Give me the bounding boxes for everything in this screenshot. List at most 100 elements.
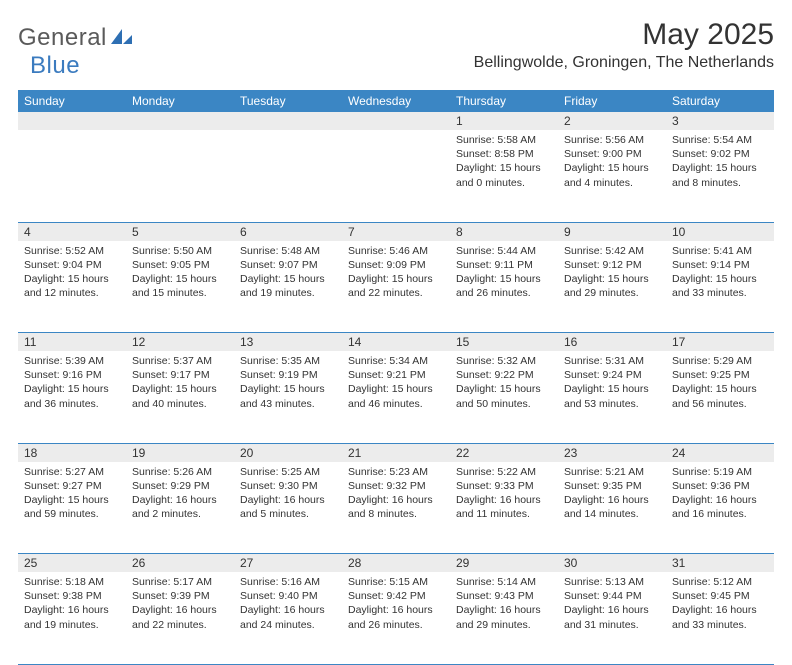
sunset-line: Sunset: 9:14 PM bbox=[672, 258, 768, 272]
daynum-row: 45678910 bbox=[18, 222, 774, 241]
day-cell: Sunrise: 5:35 AMSunset: 9:19 PMDaylight:… bbox=[234, 351, 342, 443]
sunrise-line: Sunrise: 5:29 AM bbox=[672, 354, 768, 368]
weekday-header: Wednesday bbox=[342, 90, 450, 112]
day-number: 19 bbox=[126, 443, 234, 462]
day-number: 27 bbox=[234, 554, 342, 573]
daylight-line: Daylight: 16 hours and 29 minutes. bbox=[456, 603, 552, 631]
sunrise-line: Sunrise: 5:37 AM bbox=[132, 354, 228, 368]
daylight-line: Daylight: 15 hours and 22 minutes. bbox=[348, 272, 444, 300]
day-cell: Sunrise: 5:34 AMSunset: 9:21 PMDaylight:… bbox=[342, 351, 450, 443]
day-number: 2 bbox=[558, 112, 666, 130]
day-number: 24 bbox=[666, 443, 774, 462]
day-cell: Sunrise: 5:31 AMSunset: 9:24 PMDaylight:… bbox=[558, 351, 666, 443]
day-cell: Sunrise: 5:27 AMSunset: 9:27 PMDaylight:… bbox=[18, 462, 126, 554]
sunset-line: Sunset: 9:38 PM bbox=[24, 589, 120, 603]
daylight-line: Daylight: 15 hours and 40 minutes. bbox=[132, 382, 228, 410]
brand-part2: Blue bbox=[30, 52, 80, 79]
day-number: 1 bbox=[450, 112, 558, 130]
day-number: 16 bbox=[558, 333, 666, 352]
sunset-line: Sunset: 9:17 PM bbox=[132, 368, 228, 382]
day-number: 30 bbox=[558, 554, 666, 573]
sunset-line: Sunset: 9:05 PM bbox=[132, 258, 228, 272]
week-row: Sunrise: 5:18 AMSunset: 9:38 PMDaylight:… bbox=[18, 572, 774, 664]
weekday-header: Saturday bbox=[666, 90, 774, 112]
day-cell: Sunrise: 5:58 AMSunset: 8:58 PMDaylight:… bbox=[450, 130, 558, 222]
sunrise-line: Sunrise: 5:12 AM bbox=[672, 575, 768, 589]
daylight-line: Daylight: 16 hours and 22 minutes. bbox=[132, 603, 228, 631]
day-number: 28 bbox=[342, 554, 450, 573]
day-number: 8 bbox=[450, 222, 558, 241]
day-cell: Sunrise: 5:50 AMSunset: 9:05 PMDaylight:… bbox=[126, 241, 234, 333]
day-cell: Sunrise: 5:32 AMSunset: 9:22 PMDaylight:… bbox=[450, 351, 558, 443]
day-cell bbox=[234, 130, 342, 222]
day-cell: Sunrise: 5:14 AMSunset: 9:43 PMDaylight:… bbox=[450, 572, 558, 664]
day-cell bbox=[18, 130, 126, 222]
sunrise-line: Sunrise: 5:21 AM bbox=[564, 465, 660, 479]
sunrise-line: Sunrise: 5:18 AM bbox=[24, 575, 120, 589]
sunset-line: Sunset: 9:45 PM bbox=[672, 589, 768, 603]
sunrise-line: Sunrise: 5:19 AM bbox=[672, 465, 768, 479]
brand-part1: General bbox=[18, 24, 107, 52]
day-number: 29 bbox=[450, 554, 558, 573]
sunrise-line: Sunrise: 5:54 AM bbox=[672, 133, 768, 147]
sunrise-line: Sunrise: 5:41 AM bbox=[672, 244, 768, 258]
weekday-row: Sunday Monday Tuesday Wednesday Thursday… bbox=[18, 90, 774, 112]
day-cell: Sunrise: 5:23 AMSunset: 9:32 PMDaylight:… bbox=[342, 462, 450, 554]
day-cell: Sunrise: 5:17 AMSunset: 9:39 PMDaylight:… bbox=[126, 572, 234, 664]
daylight-line: Daylight: 15 hours and 19 minutes. bbox=[240, 272, 336, 300]
daylight-line: Daylight: 15 hours and 26 minutes. bbox=[456, 272, 552, 300]
daylight-line: Daylight: 16 hours and 31 minutes. bbox=[564, 603, 660, 631]
daylight-line: Daylight: 15 hours and 59 minutes. bbox=[24, 493, 120, 521]
daylight-line: Daylight: 15 hours and 4 minutes. bbox=[564, 161, 660, 189]
daylight-line: Daylight: 15 hours and 53 minutes. bbox=[564, 382, 660, 410]
sunset-line: Sunset: 9:42 PM bbox=[348, 589, 444, 603]
sunrise-line: Sunrise: 5:35 AM bbox=[240, 354, 336, 368]
day-number: 7 bbox=[342, 222, 450, 241]
day-cell: Sunrise: 5:44 AMSunset: 9:11 PMDaylight:… bbox=[450, 241, 558, 333]
sunset-line: Sunset: 9:36 PM bbox=[672, 479, 768, 493]
sunset-line: Sunset: 9:39 PM bbox=[132, 589, 228, 603]
day-number: 20 bbox=[234, 443, 342, 462]
daylight-line: Daylight: 15 hours and 12 minutes. bbox=[24, 272, 120, 300]
calendar-body: 123Sunrise: 5:58 AMSunset: 8:58 PMDaylig… bbox=[18, 112, 774, 664]
daylight-line: Daylight: 16 hours and 19 minutes. bbox=[24, 603, 120, 631]
sunrise-line: Sunrise: 5:52 AM bbox=[24, 244, 120, 258]
day-cell: Sunrise: 5:21 AMSunset: 9:35 PMDaylight:… bbox=[558, 462, 666, 554]
daylight-line: Daylight: 15 hours and 8 minutes. bbox=[672, 161, 768, 189]
daylight-line: Daylight: 15 hours and 36 minutes. bbox=[24, 382, 120, 410]
sunset-line: Sunset: 9:22 PM bbox=[456, 368, 552, 382]
daylight-line: Daylight: 15 hours and 0 minutes. bbox=[456, 161, 552, 189]
sunset-line: Sunset: 9:44 PM bbox=[564, 589, 660, 603]
daylight-line: Daylight: 15 hours and 33 minutes. bbox=[672, 272, 768, 300]
sunrise-line: Sunrise: 5:16 AM bbox=[240, 575, 336, 589]
day-cell: Sunrise: 5:42 AMSunset: 9:12 PMDaylight:… bbox=[558, 241, 666, 333]
weekday-header: Friday bbox=[558, 90, 666, 112]
sunset-line: Sunset: 9:11 PM bbox=[456, 258, 552, 272]
weekday-header: Sunday bbox=[18, 90, 126, 112]
day-cell: Sunrise: 5:12 AMSunset: 9:45 PMDaylight:… bbox=[666, 572, 774, 664]
daylight-line: Daylight: 15 hours and 56 minutes. bbox=[672, 382, 768, 410]
daylight-line: Daylight: 15 hours and 50 minutes. bbox=[456, 382, 552, 410]
daylight-line: Daylight: 15 hours and 15 minutes. bbox=[132, 272, 228, 300]
sunrise-line: Sunrise: 5:13 AM bbox=[564, 575, 660, 589]
sunset-line: Sunset: 9:27 PM bbox=[24, 479, 120, 493]
sunrise-line: Sunrise: 5:26 AM bbox=[132, 465, 228, 479]
day-number: 25 bbox=[18, 554, 126, 573]
sunset-line: Sunset: 9:33 PM bbox=[456, 479, 552, 493]
sunset-line: Sunset: 9:40 PM bbox=[240, 589, 336, 603]
day-cell: Sunrise: 5:56 AMSunset: 9:00 PMDaylight:… bbox=[558, 130, 666, 222]
sunset-line: Sunset: 9:25 PM bbox=[672, 368, 768, 382]
day-cell: Sunrise: 5:19 AMSunset: 9:36 PMDaylight:… bbox=[666, 462, 774, 554]
day-number: 17 bbox=[666, 333, 774, 352]
sunrise-line: Sunrise: 5:17 AM bbox=[132, 575, 228, 589]
calendar-table: Sunday Monday Tuesday Wednesday Thursday… bbox=[18, 90, 774, 665]
daynum-row: 123 bbox=[18, 112, 774, 130]
day-number: 14 bbox=[342, 333, 450, 352]
day-cell: Sunrise: 5:26 AMSunset: 9:29 PMDaylight:… bbox=[126, 462, 234, 554]
daylight-line: Daylight: 16 hours and 5 minutes. bbox=[240, 493, 336, 521]
day-cell: Sunrise: 5:52 AMSunset: 9:04 PMDaylight:… bbox=[18, 241, 126, 333]
week-row: Sunrise: 5:39 AMSunset: 9:16 PMDaylight:… bbox=[18, 351, 774, 443]
day-cell: Sunrise: 5:25 AMSunset: 9:30 PMDaylight:… bbox=[234, 462, 342, 554]
sunrise-line: Sunrise: 5:50 AM bbox=[132, 244, 228, 258]
day-number: 11 bbox=[18, 333, 126, 352]
